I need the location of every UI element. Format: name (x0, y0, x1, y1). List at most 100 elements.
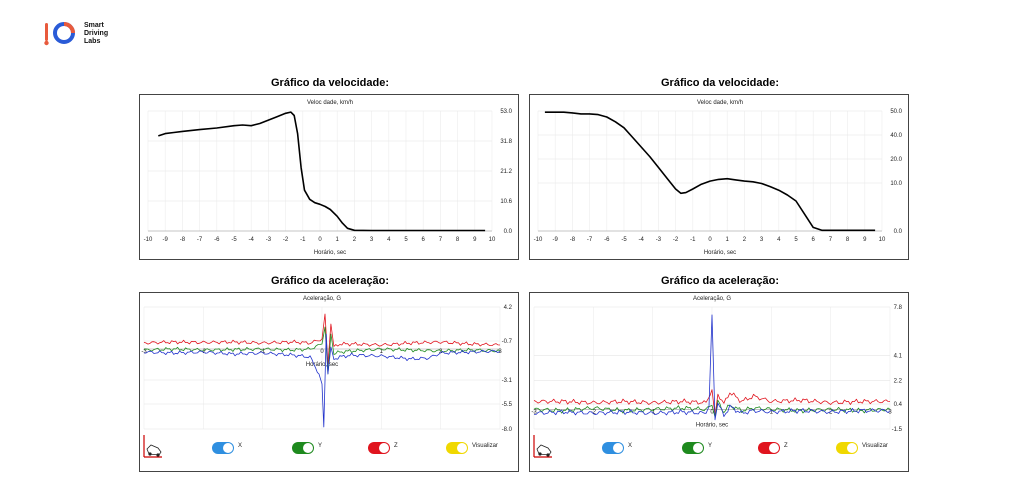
x-tick-label: -6 (604, 237, 610, 243)
y-tick-label: -5.5 (502, 402, 513, 408)
x-tick-label: 3 (498, 349, 502, 355)
x-tick-label: 6 (422, 237, 426, 243)
y-axis-label: Aceleração, G (693, 296, 731, 302)
y-tick-label: 53.0 (500, 109, 512, 115)
x-tick-label: 9 (473, 237, 477, 243)
x-tick-label: -1 (690, 237, 696, 243)
x-axis-label: Horário, sec (314, 250, 346, 256)
x-tick-label: 5 (404, 237, 408, 243)
x-tick-label: -9 (163, 237, 169, 243)
series-line-z (143, 313, 501, 365)
x-tick-label: 3 (370, 237, 374, 243)
x-tick-label: -3 (531, 409, 537, 415)
y-axis-label: Aceleração, G (303, 296, 341, 302)
z-axis-toggle[interactable] (758, 442, 780, 454)
y-tick-label: -1.5 (892, 427, 903, 433)
x-tick-label: 2 (353, 237, 357, 243)
y-tick-label: 31.8 (500, 139, 512, 145)
x-tick-label: -3 (266, 237, 272, 243)
y-tick-label: 21.2 (500, 169, 512, 175)
accel-legend-1: X Y Z Visualizar (140, 431, 516, 471)
speed-chart-2: 50.040.020.010.00.0-10 -9 -8 -7 -6 -5 -4 -3 -2 -1… (534, 100, 903, 256)
x-axis-toggle-label: X (238, 443, 243, 449)
x-tick-label: 2 (743, 237, 747, 243)
x-axis-toggle[interactable] (602, 442, 624, 454)
speed-chart-1: 53.031.821.210.60.0-10 -9 -8 -7 -6 -5 -4 -3 -2 -1… (144, 100, 513, 256)
x-tick-label: 10 (879, 237, 886, 243)
x-tick-label: 1 (336, 237, 340, 243)
x-tick-label: 9 (863, 237, 867, 243)
x-tick-label: 1 (770, 409, 774, 415)
x-tick-label: 6 (812, 237, 816, 243)
x-tick-label: 2 (829, 409, 833, 415)
y-tick-label: 7.8 (894, 305, 903, 311)
x-tick-label: -8 (180, 237, 186, 243)
speed-chart-panel-1: 53.0 31.8 21.2 10.6 0.0 -10 -9 -8 -7 -6 -5 -4 -3 -2 -1… (139, 94, 519, 260)
series-line-y (143, 326, 501, 375)
x-tick-label: -5 (621, 237, 627, 243)
y-tick-label: 10.6 (500, 199, 512, 205)
x-tick-label: -10 (534, 237, 543, 243)
y-tick-label: 2.2 (894, 378, 903, 384)
brand-line-2: Driving (84, 30, 109, 37)
x-tick-label: 3 (760, 237, 764, 243)
speed-chart-title-2: Gráfico da velocidade: (661, 77, 779, 89)
x-tick-label: 4 (777, 237, 781, 243)
x-tick-label: -2 (283, 237, 289, 243)
accel-chart-title-1: Gráfico da aceleração: (270, 275, 389, 287)
y-tick-label: 10.0 (890, 181, 902, 187)
car-crash-icon (533, 435, 552, 458)
z-axis-toggle[interactable] (368, 442, 390, 454)
x-tick-label: -7 (587, 237, 593, 243)
x-tick-label: 1 (726, 237, 730, 243)
show-toggle[interactable] (446, 442, 468, 454)
accel-chart-title-2: Gráfico da aceleração: (660, 275, 779, 287)
x-tick-label: -3 (141, 349, 147, 355)
y-axis-toggle-label: Y (318, 443, 323, 449)
x-tick-label: -8 (570, 237, 576, 243)
x-axis-label: Horário, sec (306, 362, 338, 368)
x-axis-label: Horário, sec (696, 422, 728, 428)
brand-name: Smart Driving Labs (84, 22, 108, 46)
z-axis-toggle-label: Z (784, 443, 788, 449)
y-tick-label: 20.0 (890, 157, 902, 163)
x-tick-label: -6 (214, 237, 220, 243)
x-axis-toggle-label: X (628, 443, 633, 449)
x-tick-label: 4 (387, 237, 391, 243)
y-axis-toggle-label: Y (708, 443, 713, 449)
x-tick-label: 7 (439, 237, 443, 243)
y-axis-label: Veloc dade, km/h (307, 100, 353, 106)
series-line-y (533, 399, 891, 418)
accel-chart-panel-1: 4.2 -0.7 -3.1 -5.5 -8.0 -3 -2 -1 0 1 2 3 Aceleração,… (139, 292, 519, 472)
speed-chart-title-1: Gráfico da velocidade: (271, 77, 389, 89)
x-tick-label: -4 (639, 237, 645, 243)
y-tick-label: 40.0 (890, 133, 902, 139)
show-toggle-label: Visualizar (862, 443, 888, 449)
x-tick-label: -2 (591, 409, 597, 415)
brand-logo-icon (44, 22, 75, 46)
y-tick-label: -0.7 (502, 339, 513, 345)
x-tick-label: 0 (320, 349, 324, 355)
x-tick-label: 0 (708, 237, 712, 243)
y-tick-label: 50.0 (890, 109, 902, 115)
x-axis-toggle[interactable] (212, 442, 234, 454)
x-tick-label: 0 (318, 237, 322, 243)
x-tick-label: -10 (144, 237, 153, 243)
x-tick-label: 10 (489, 237, 496, 243)
y-axis-toggle[interactable] (292, 442, 314, 454)
y-tick-label: 4.2 (504, 305, 513, 311)
y-tick-label: 0.0 (504, 229, 513, 235)
x-tick-label: 5 (794, 237, 798, 243)
brand-line-1: Smart (84, 22, 104, 29)
x-axis-label: Horário, sec (704, 250, 736, 256)
show-toggle[interactable] (836, 442, 858, 454)
y-tick-label: 0.4 (894, 402, 903, 408)
x-tick-label: -2 (673, 237, 679, 243)
x-tick-label: -1 (260, 349, 266, 355)
y-axis-toggle[interactable] (682, 442, 704, 454)
x-tick-label: -9 (553, 237, 559, 243)
y-tick-label: -3.1 (502, 378, 513, 384)
series-line-speed (158, 111, 486, 232)
